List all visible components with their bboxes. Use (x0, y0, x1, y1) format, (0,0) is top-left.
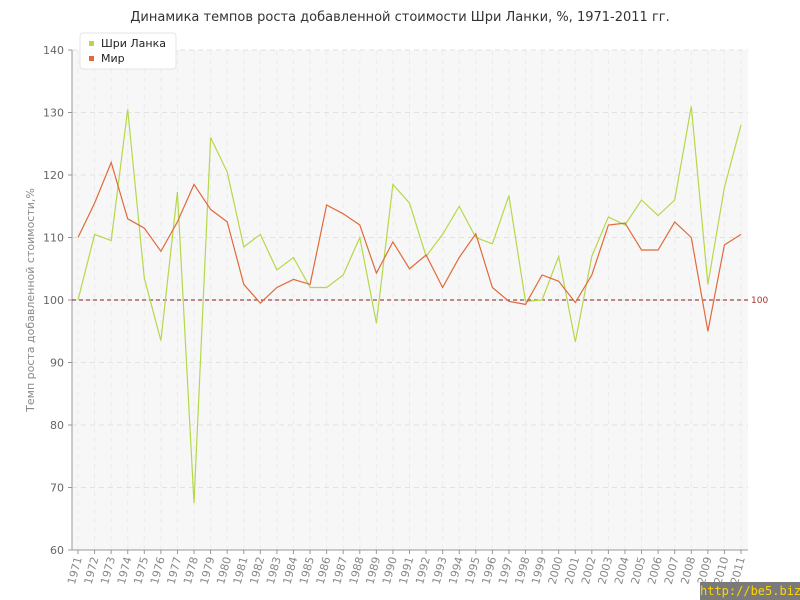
y-tick-label: 140 (43, 44, 64, 57)
y-tick-label: 120 (43, 169, 64, 182)
legend-box (79, 32, 177, 70)
reference-line-label: 100 (751, 296, 768, 306)
y-tick-label: 80 (50, 419, 64, 432)
y-tick-label: 70 (50, 482, 64, 495)
y-tick-label: 110 (43, 232, 64, 245)
legend-label: Мир (101, 52, 125, 65)
watermark: http://be5.biz/ (700, 582, 800, 600)
legend-swatch (89, 56, 94, 61)
grid (72, 49, 748, 550)
series-line-1 (77, 160, 742, 332)
y-axis-title: Темп роста добавленной стоимости,% (24, 188, 37, 413)
series-line-0 (77, 106, 742, 504)
legend-label: Шри Ланка (101, 37, 166, 50)
reference-line-group: 100 (72, 296, 768, 306)
y-tick-label: 60 (50, 544, 64, 557)
y-tick-label: 130 (43, 107, 64, 120)
chart-title: Динамика темпов роста добавленной стоимо… (130, 10, 670, 25)
x-axis-ticks: 1971197219731974197519761977197819791980… (65, 550, 748, 586)
y-tick-label: 100 (43, 294, 64, 307)
y-tick-label: 90 (50, 357, 64, 370)
y-axis-ticks: 60 70 80 90 100 110 120 130 140 (43, 44, 72, 557)
legend: Шри Ланка Мир (79, 32, 177, 70)
legend-swatch (89, 41, 94, 46)
series-lines (77, 106, 742, 504)
